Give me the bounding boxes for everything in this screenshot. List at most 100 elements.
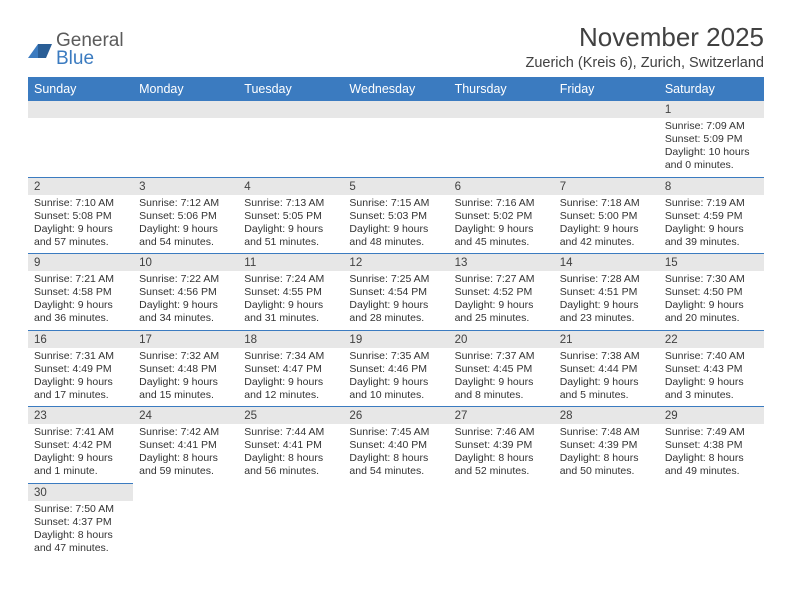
day-sunset: Sunset: 4:47 PM xyxy=(244,363,337,376)
day-day1: Daylight: 9 hours xyxy=(244,376,337,389)
day-sunrise: Sunrise: 7:24 AM xyxy=(244,273,337,286)
day-sunset: Sunset: 4:44 PM xyxy=(560,363,653,376)
day-detail-cell: Sunrise: 7:35 AMSunset: 4:46 PMDaylight:… xyxy=(343,348,448,407)
day-day1: Daylight: 9 hours xyxy=(665,299,758,312)
calendar-table: Sunday Monday Tuesday Wednesday Thursday… xyxy=(28,77,764,559)
day-number-cell: 18 xyxy=(238,330,343,348)
day-day1: Daylight: 9 hours xyxy=(349,299,442,312)
day-day1: Daylight: 9 hours xyxy=(455,376,548,389)
day-sunrise: Sunrise: 7:37 AM xyxy=(455,350,548,363)
day-day1: Daylight: 8 hours xyxy=(665,452,758,465)
day-sunset: Sunset: 4:50 PM xyxy=(665,286,758,299)
day-number-cell: 24 xyxy=(133,407,238,425)
day-number-cell: 28 xyxy=(554,407,659,425)
day-day2: and 23 minutes. xyxy=(560,312,653,325)
day-detail-cell: Sunrise: 7:25 AMSunset: 4:54 PMDaylight:… xyxy=(343,271,448,330)
day-number-cell: 15 xyxy=(659,254,764,272)
detail-row: Sunrise: 7:41 AMSunset: 4:42 PMDaylight:… xyxy=(28,424,764,483)
day-sunrise: Sunrise: 7:32 AM xyxy=(139,350,232,363)
day-sunrise: Sunrise: 7:48 AM xyxy=(560,426,653,439)
day-number-cell xyxy=(554,483,659,501)
day-number-cell: 8 xyxy=(659,177,764,195)
calendar-page: General Blue November 2025 Zuerich (Krei… xyxy=(0,0,792,559)
day-day1: Daylight: 9 hours xyxy=(665,223,758,236)
day-day1: Daylight: 9 hours xyxy=(349,223,442,236)
day-number-cell: 2 xyxy=(28,177,133,195)
day-day2: and 10 minutes. xyxy=(349,389,442,402)
page-title: November 2025 xyxy=(525,22,764,53)
day-detail-cell: Sunrise: 7:15 AMSunset: 5:03 PMDaylight:… xyxy=(343,195,448,254)
weekday-header: Sunday xyxy=(28,77,133,101)
day-number-cell: 11 xyxy=(238,254,343,272)
day-day2: and 0 minutes. xyxy=(665,159,758,172)
day-sunrise: Sunrise: 7:31 AM xyxy=(34,350,127,363)
day-sunset: Sunset: 4:52 PM xyxy=(455,286,548,299)
day-sunset: Sunset: 4:40 PM xyxy=(349,439,442,452)
day-detail-cell: Sunrise: 7:30 AMSunset: 4:50 PMDaylight:… xyxy=(659,271,764,330)
day-day1: Daylight: 9 hours xyxy=(455,299,548,312)
day-sunrise: Sunrise: 7:35 AM xyxy=(349,350,442,363)
day-sunset: Sunset: 4:54 PM xyxy=(349,286,442,299)
day-day2: and 25 minutes. xyxy=(455,312,548,325)
day-number-cell xyxy=(28,101,133,118)
day-detail-cell: Sunrise: 7:48 AMSunset: 4:39 PMDaylight:… xyxy=(554,424,659,483)
day-sunset: Sunset: 4:42 PM xyxy=(34,439,127,452)
day-day2: and 15 minutes. xyxy=(139,389,232,402)
day-day2: and 31 minutes. xyxy=(244,312,337,325)
day-number-cell: 26 xyxy=(343,407,448,425)
header: General Blue November 2025 Zuerich (Krei… xyxy=(28,22,764,71)
day-day1: Daylight: 8 hours xyxy=(139,452,232,465)
daynum-row: 23242526272829 xyxy=(28,407,764,425)
day-day1: Daylight: 9 hours xyxy=(139,376,232,389)
day-day2: and 47 minutes. xyxy=(34,542,127,555)
day-day2: and 28 minutes. xyxy=(349,312,442,325)
day-day1: Daylight: 9 hours xyxy=(560,223,653,236)
day-day2: and 34 minutes. xyxy=(139,312,232,325)
title-block: November 2025 Zuerich (Kreis 6), Zurich,… xyxy=(525,22,764,71)
day-detail-cell xyxy=(133,501,238,560)
day-day1: Daylight: 9 hours xyxy=(34,376,127,389)
day-sunset: Sunset: 5:00 PM xyxy=(560,210,653,223)
daynum-row: 30 xyxy=(28,483,764,501)
day-number-cell: 29 xyxy=(659,407,764,425)
day-day2: and 54 minutes. xyxy=(349,465,442,478)
page-subtitle: Zuerich (Kreis 6), Zurich, Switzerland xyxy=(525,55,764,71)
day-day1: Daylight: 8 hours xyxy=(455,452,548,465)
day-day2: and 51 minutes. xyxy=(244,236,337,249)
day-detail-cell xyxy=(343,501,448,560)
day-sunset: Sunset: 4:46 PM xyxy=(349,363,442,376)
day-number-cell: 20 xyxy=(449,330,554,348)
detail-row: Sunrise: 7:10 AMSunset: 5:08 PMDaylight:… xyxy=(28,195,764,254)
day-day2: and 17 minutes. xyxy=(34,389,127,402)
day-sunrise: Sunrise: 7:16 AM xyxy=(455,197,548,210)
day-detail-cell xyxy=(554,118,659,177)
day-sunrise: Sunrise: 7:50 AM xyxy=(34,503,127,516)
weekday-header: Tuesday xyxy=(238,77,343,101)
day-sunset: Sunset: 4:37 PM xyxy=(34,516,127,529)
day-detail-cell xyxy=(343,118,448,177)
day-day1: Daylight: 9 hours xyxy=(34,223,127,236)
day-number-cell: 23 xyxy=(28,407,133,425)
day-detail-cell: Sunrise: 7:40 AMSunset: 4:43 PMDaylight:… xyxy=(659,348,764,407)
weekday-header: Wednesday xyxy=(343,77,448,101)
day-number-cell: 5 xyxy=(343,177,448,195)
day-sunrise: Sunrise: 7:09 AM xyxy=(665,120,758,133)
day-day2: and 20 minutes. xyxy=(665,312,758,325)
day-sunset: Sunset: 4:38 PM xyxy=(665,439,758,452)
day-day1: Daylight: 9 hours xyxy=(349,376,442,389)
day-day1: Daylight: 9 hours xyxy=(34,299,127,312)
day-day2: and 8 minutes. xyxy=(455,389,548,402)
day-sunset: Sunset: 4:48 PM xyxy=(139,363,232,376)
day-detail-cell: Sunrise: 7:19 AMSunset: 4:59 PMDaylight:… xyxy=(659,195,764,254)
day-number-cell: 13 xyxy=(449,254,554,272)
day-detail-cell: Sunrise: 7:16 AMSunset: 5:02 PMDaylight:… xyxy=(449,195,554,254)
day-day1: Daylight: 9 hours xyxy=(139,299,232,312)
day-sunrise: Sunrise: 7:28 AM xyxy=(560,273,653,286)
day-day1: Daylight: 9 hours xyxy=(560,299,653,312)
logo-text: General Blue xyxy=(56,32,124,68)
day-sunrise: Sunrise: 7:49 AM xyxy=(665,426,758,439)
day-day1: Daylight: 10 hours xyxy=(665,146,758,159)
day-detail-cell xyxy=(449,501,554,560)
day-day2: and 36 minutes. xyxy=(34,312,127,325)
day-day2: and 59 minutes. xyxy=(139,465,232,478)
